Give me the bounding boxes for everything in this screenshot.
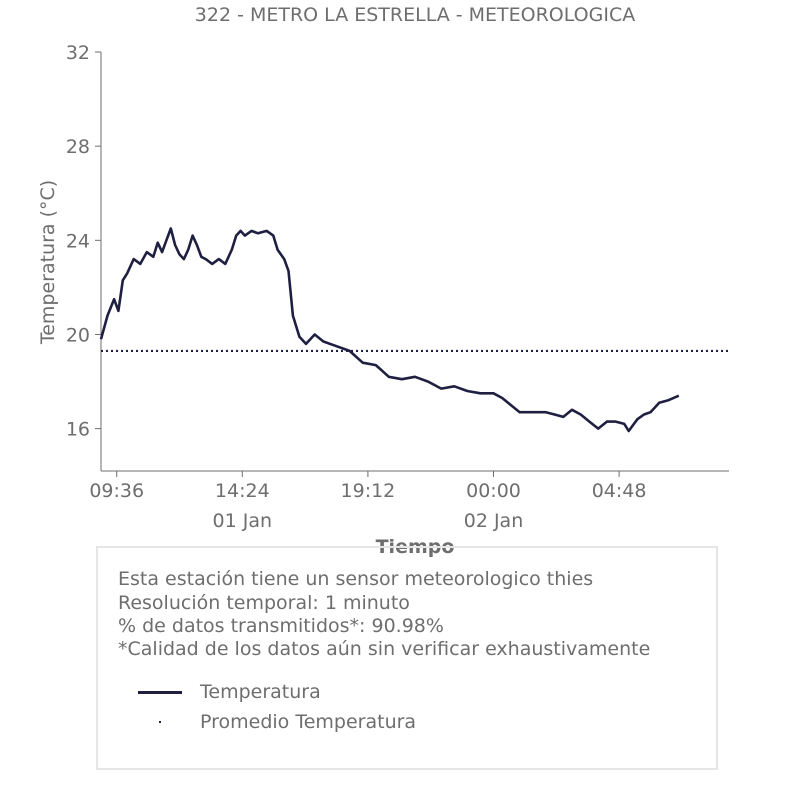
info-panel: Esta estación tiene un sensor meteorolog… bbox=[96, 546, 718, 770]
x-tick-label: 04:48 bbox=[592, 480, 647, 502]
x-tick-date-label: 01 Jan bbox=[213, 510, 273, 532]
x-tick-label: 19:12 bbox=[341, 480, 396, 502]
station-sensor-text: Esta estación tiene un sensor meteorolog… bbox=[118, 568, 594, 590]
legend-label: Temperatura bbox=[200, 681, 321, 703]
data-transmitted-text: % de datos transmitidos*: 90.98% bbox=[118, 615, 444, 637]
y-tick-label: 28 bbox=[66, 136, 90, 158]
y-tick-label: 32 bbox=[66, 42, 90, 64]
x-tick-label: 00:00 bbox=[466, 480, 521, 502]
x-tick-label: 14:24 bbox=[215, 480, 270, 502]
temporal-resolution-text: Resolución temporal: 1 minuto bbox=[118, 592, 410, 614]
y-tick-label: 24 bbox=[66, 230, 90, 252]
legend-label: Promedio Temperatura bbox=[200, 711, 417, 733]
legend-line-swatch bbox=[138, 691, 182, 694]
data-quality-note: *Calidad de los datos aún sin verificar … bbox=[118, 638, 651, 660]
legend-item-promedio: Promedio Temperatura bbox=[138, 711, 538, 735]
y-axis-label: Temperatura (°C) bbox=[37, 180, 59, 345]
y-tick-label: 20 bbox=[66, 324, 90, 346]
legend-item-temperatura: Temperatura bbox=[138, 681, 538, 705]
temperature-series-line bbox=[99, 227, 680, 433]
y-tick-label: 16 bbox=[66, 419, 90, 441]
x-tick-date-label: 02 Jan bbox=[464, 510, 524, 532]
chart-title: 322 - METRO LA ESTRELLA - METEOROLOGICA bbox=[195, 4, 635, 26]
legend-dot-swatch bbox=[159, 721, 161, 723]
x-tick-label: 09:36 bbox=[89, 480, 144, 502]
